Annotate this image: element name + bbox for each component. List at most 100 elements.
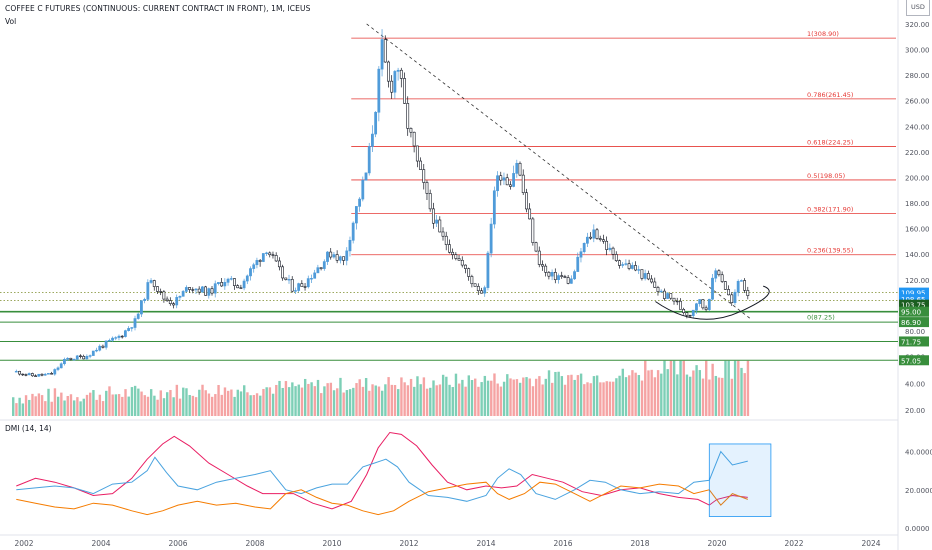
volume-bar	[711, 363, 714, 416]
candle-body	[611, 247, 615, 255]
candle-body	[159, 291, 163, 293]
candle-body	[566, 277, 570, 284]
price-tick-label: 180.00	[905, 200, 930, 208]
candle-body	[242, 280, 246, 289]
candle-body	[425, 182, 429, 194]
volume-bar	[682, 360, 685, 416]
time-tick-label: 2010	[322, 539, 341, 548]
volume-bar	[34, 396, 37, 416]
price-tick-label: 120.00	[905, 277, 930, 285]
time-tick-label: 2024	[861, 539, 880, 548]
candle-body	[200, 286, 204, 293]
candle-body	[338, 256, 342, 261]
candle-body	[18, 370, 21, 375]
candle-body	[746, 290, 750, 296]
volume-bar	[631, 370, 634, 416]
volume-bar	[480, 382, 483, 416]
volume-bar	[249, 395, 252, 416]
candle-body	[335, 254, 339, 261]
candle-body	[627, 263, 631, 269]
candle-body	[82, 356, 86, 360]
candle-body	[714, 270, 718, 279]
volume-bar	[445, 376, 448, 416]
price-axis-tag-label: 86.90	[901, 319, 921, 327]
volume-bar	[634, 372, 637, 416]
candle-body	[515, 162, 519, 174]
candle-body	[630, 265, 634, 269]
candle-body	[547, 272, 551, 277]
candle-body	[229, 278, 233, 280]
volume-bar	[608, 381, 612, 416]
volume-bar	[448, 384, 451, 416]
volume-bar	[21, 403, 25, 416]
volume-bar	[393, 384, 397, 416]
dmi-tick-label: 20.0000	[905, 487, 932, 495]
volume-bar	[281, 387, 284, 416]
volume-bar	[153, 395, 156, 416]
time-tick-label: 2022	[784, 539, 803, 548]
candle-body	[152, 280, 156, 287]
currency-badge[interactable]: USD	[906, 0, 930, 16]
volume-bar	[422, 377, 426, 416]
candle-body	[168, 300, 172, 304]
candle-body	[464, 264, 467, 269]
candle-body	[374, 111, 378, 135]
adx-line	[16, 431, 748, 510]
candle-body	[197, 288, 201, 293]
candle-body	[204, 286, 207, 296]
fib-level-label: 1(308.90)	[807, 30, 839, 38]
candle-body	[297, 283, 301, 291]
candle-body	[419, 160, 422, 170]
candle-body	[53, 369, 57, 375]
dmi-label: DMI (14, 14)	[5, 424, 52, 433]
volume-bar	[499, 386, 503, 416]
volume-bar	[368, 390, 371, 416]
volume-bar	[743, 373, 746, 416]
candle-body	[63, 358, 66, 365]
volume-bar	[303, 378, 307, 416]
dmi-tick-label: 40.0000	[905, 449, 932, 457]
candle-body	[69, 357, 73, 360]
volume-bar	[243, 385, 246, 416]
volume-bar	[554, 371, 557, 416]
volume-bar	[56, 396, 60, 416]
candle-body	[91, 350, 95, 356]
candle-body	[457, 258, 461, 261]
volume-bar	[76, 397, 79, 416]
volume-bar	[525, 377, 528, 416]
volume-bar	[644, 360, 647, 416]
candle-body	[428, 193, 432, 210]
volume-bar	[563, 384, 567, 416]
candle-body	[688, 314, 692, 317]
candle-body	[367, 146, 371, 174]
candle-body	[95, 349, 98, 352]
volume-bar	[409, 378, 413, 416]
time-tick-label: 2014	[476, 539, 495, 548]
volume-bar	[316, 379, 320, 416]
candle-body	[707, 298, 711, 310]
candle-body	[563, 276, 567, 278]
candle-body	[669, 293, 673, 299]
candle-body	[284, 277, 288, 280]
candle-body	[409, 128, 413, 133]
volume-bar	[541, 384, 544, 416]
volume-bar	[483, 375, 487, 416]
candle-body	[268, 252, 272, 256]
candle-body	[377, 68, 381, 113]
candle-body	[698, 299, 702, 305]
candle-body	[27, 373, 31, 376]
candle-body	[188, 287, 191, 290]
candle-body	[393, 71, 397, 93]
candle-body	[573, 271, 576, 280]
candle-body	[508, 184, 512, 187]
candle-body	[181, 291, 185, 297]
candle-body	[431, 208, 435, 224]
candle-body	[98, 345, 102, 351]
candle-body	[608, 247, 612, 250]
volume-bar	[705, 360, 708, 416]
time-tick-label: 2020	[707, 539, 726, 548]
volume-bar	[637, 375, 641, 416]
fib-level-label: 0.786(261.45)	[807, 91, 853, 99]
candle-body	[537, 250, 541, 265]
